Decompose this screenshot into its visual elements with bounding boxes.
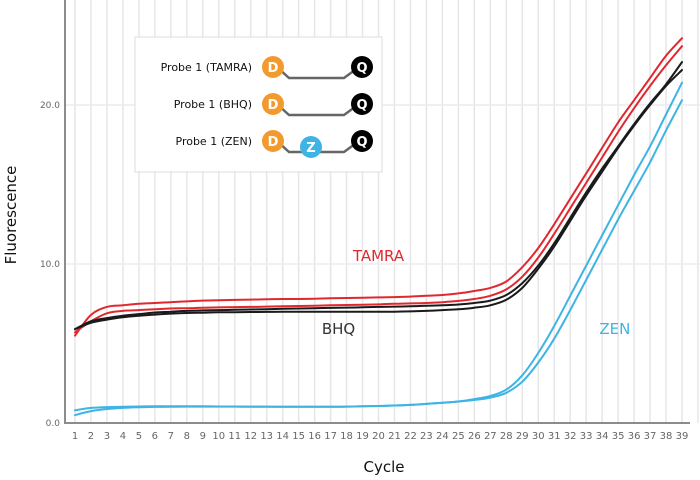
y-tick-labels: 0.0 10.0 20.0	[40, 101, 60, 429]
legend-entry: Probe 1 (ZEN) D Z Q	[176, 130, 373, 158]
series-label-bhq: BHQ	[322, 320, 355, 338]
axes	[64, 0, 690, 424]
x-tick-label: 5	[136, 431, 142, 442]
x-tick-label: 7	[168, 431, 174, 442]
probe-linker	[276, 102, 360, 117]
x-tick-label: 12	[244, 431, 257, 442]
legend-entry: Probe 1 (TAMRA) D Q	[161, 56, 373, 80]
internal-quencher-icon	[300, 136, 322, 158]
internal-quencher-letter: Z	[306, 141, 315, 156]
quencher-letter: Q	[356, 135, 367, 150]
series-line-zen	[74, 99, 683, 417]
series-line-tamra	[74, 45, 683, 334]
x-tick-label: 30	[532, 431, 545, 442]
x-tick-label: 32	[564, 431, 577, 442]
x-tick-label: 20	[372, 431, 385, 442]
donor-dye-icon	[262, 130, 284, 152]
x-tick-label: 29	[516, 431, 529, 442]
donor-dye-letter: D	[268, 61, 279, 76]
quencher-icon	[351, 130, 373, 152]
x-tick-label: 17	[324, 431, 337, 442]
x-tick-label: 22	[404, 431, 417, 442]
x-tick-labels: 1 2 3 4 5 6 7 8 9 10 11 12 13 14 15 16 17 18 19 20 21 22 23 24 2…	[72, 431, 689, 442]
x-tick-label: 33	[580, 431, 593, 442]
quencher-letter: Q	[356, 61, 367, 76]
x-tick-label: 9	[200, 431, 206, 442]
x-tick-label: 38	[660, 431, 673, 442]
x-tick-label: 37	[644, 431, 657, 442]
series-line-bhq	[74, 61, 683, 331]
x-tick-label: 27	[484, 431, 497, 442]
quencher-icon	[351, 56, 373, 78]
x-tick-label: 34	[596, 431, 609, 442]
quencher-letter: Q	[356, 98, 367, 113]
x-tick-label: 19	[356, 431, 369, 442]
series-line-tamra	[74, 37, 683, 337]
quencher-icon	[351, 93, 373, 115]
x-tick-label: 10	[212, 431, 225, 442]
x-tick-label: 13	[260, 431, 273, 442]
x-tick-label: 21	[388, 431, 401, 442]
x-tick-label: 26	[468, 431, 481, 442]
y-tick-label: 20.0	[40, 101, 60, 111]
x-tick-label: 4	[120, 431, 126, 442]
donor-dye-letter: D	[268, 135, 279, 150]
series-lines	[74, 37, 683, 417]
x-tick-label: 15	[292, 431, 305, 442]
y-tick-label: 0.0	[46, 419, 61, 429]
y-axis-title: Fluorescence	[2, 166, 20, 265]
x-tick-label: 14	[276, 431, 289, 442]
x-tick-label: 25	[452, 431, 465, 442]
x-tick-label: 36	[628, 431, 641, 442]
y-tick-label: 10.0	[40, 260, 60, 270]
donor-dye-icon	[262, 93, 284, 115]
x-tick-label: 24	[436, 431, 449, 442]
x-tick-label: 16	[308, 431, 321, 442]
x-tick-label: 39	[676, 431, 689, 442]
x-axis-title: Cycle	[364, 458, 405, 476]
x-tick-label: 28	[500, 431, 513, 442]
x-tick-label: 35	[612, 431, 625, 442]
x-tick-label: 3	[104, 431, 110, 442]
series-annotations: TAMRA BHQ ZEN	[322, 247, 631, 338]
x-tick-label: 31	[548, 431, 561, 442]
series-line-bhq	[74, 69, 683, 331]
series-label-tamra: TAMRA	[352, 247, 405, 265]
legend-entry-label: Probe 1 (BHQ)	[174, 98, 252, 111]
probe-linker	[276, 65, 360, 80]
legend-entry-label: Probe 1 (ZEN)	[176, 135, 253, 148]
x-tick-label: 8	[184, 431, 190, 442]
legend-entry-label: Probe 1 (TAMRA)	[161, 61, 252, 74]
x-tick-label: 18	[340, 431, 353, 442]
x-tick-label: 11	[228, 431, 241, 442]
x-tick-label: 6	[152, 431, 158, 442]
legend-box	[134, 36, 383, 173]
donor-dye-letter: D	[268, 98, 279, 113]
x-tick-label: 23	[420, 431, 433, 442]
donor-dye-icon	[262, 56, 284, 78]
x-tick-label: 1	[72, 431, 78, 442]
series-label-zen: ZEN	[599, 320, 630, 338]
x-tick-label: 2	[88, 431, 94, 442]
legend-entry: Probe 1 (BHQ) D Q	[174, 93, 373, 117]
